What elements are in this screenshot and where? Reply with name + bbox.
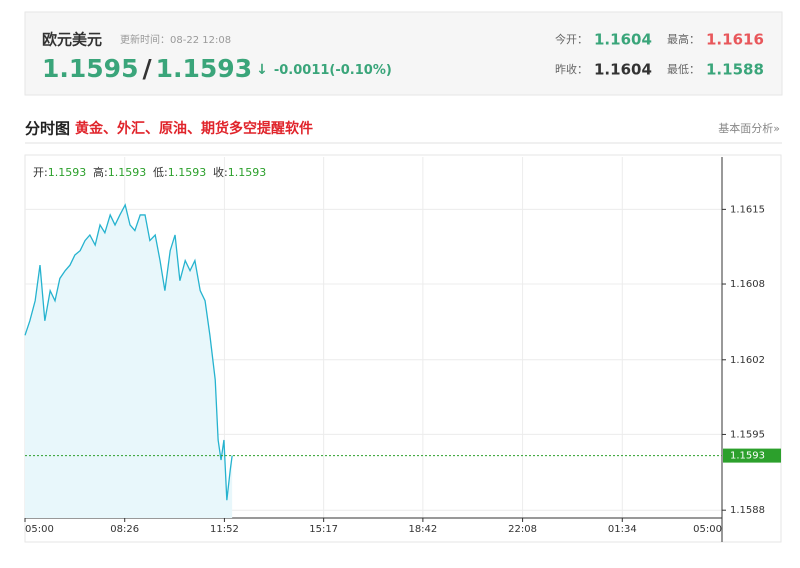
separator: /: [142, 54, 152, 83]
update-time: 更新时间：08-22 12:08: [120, 33, 231, 46]
x-tick-label: 22:08: [508, 524, 537, 535]
stat-value: 1.1604: [594, 31, 652, 49]
ohlc-info: 低:1.1593: [153, 166, 206, 179]
pair-title: 欧元美元: [42, 31, 102, 49]
stat-value: 1.1588: [706, 61, 764, 79]
stat-label: 昨收：: [555, 62, 588, 76]
ohlc-info: 开:1.1593: [33, 166, 86, 179]
current-price-tag: [723, 448, 781, 463]
update-value: 08-22 12:08: [170, 35, 231, 46]
x-tick-label: 18:42: [408, 524, 437, 535]
ask: 1.1593: [156, 54, 252, 83]
x-tick-label: 08:26: [110, 524, 139, 535]
price-area: [25, 204, 233, 518]
update-label: 更新时间：: [120, 33, 170, 46]
section-title: 分时图: [25, 120, 70, 138]
bid: 1.1595: [42, 54, 138, 83]
ohlc-label: 低:: [153, 166, 168, 179]
stat-value: 1.1604: [594, 61, 652, 79]
stat-value: 1.1616: [706, 31, 764, 49]
change: -0.0011(-0.10%): [274, 63, 392, 78]
ohlc-value: 1.1593: [108, 166, 147, 179]
current-price-label: 1.1593: [730, 451, 765, 462]
stat-label: 最低：: [667, 63, 700, 76]
y-tick-label: 1.1588: [730, 505, 765, 516]
y-tick-label: 1.1602: [730, 355, 765, 366]
ohlc-label: 高:: [93, 165, 108, 179]
arrow: ↓: [256, 62, 268, 78]
x-tick-label: 05:00: [25, 524, 54, 535]
x-tick-label: 15:17: [309, 524, 338, 535]
y-tick-label: 1.1608: [730, 279, 765, 290]
x-tick-label: 05:00: [693, 524, 722, 535]
fundamental-link[interactable]: 基本面分析»: [718, 121, 780, 135]
ohlc-label: 开:: [33, 166, 48, 179]
price-line: 1.1595/1.1593 ↓ -0.0011(-0.10%): [42, 54, 392, 83]
ohlc-info: 高:1.1593: [93, 165, 146, 179]
stat-label: 今开：: [555, 32, 588, 46]
y-tick-label: 1.1595: [730, 429, 765, 440]
ohlc-value: 1.1593: [228, 166, 267, 179]
promo-link[interactable]: 黄金、外汇、原油、期货多空提醒软件: [75, 120, 313, 137]
x-tick-label: 11:52: [210, 524, 239, 535]
ohlc-info: 收:1.1593: [213, 165, 266, 179]
ohlc-value: 1.1593: [48, 166, 87, 179]
y-tick-label: 1.1615: [730, 204, 765, 215]
ohlc-label: 收:: [213, 165, 228, 179]
ohlc-value: 1.1593: [168, 166, 207, 179]
x-tick-label: 01:34: [608, 524, 637, 535]
quote-panel: [24, 11, 783, 96]
price-line: [24, 203, 233, 501]
stat-label: 最高：: [667, 32, 700, 46]
